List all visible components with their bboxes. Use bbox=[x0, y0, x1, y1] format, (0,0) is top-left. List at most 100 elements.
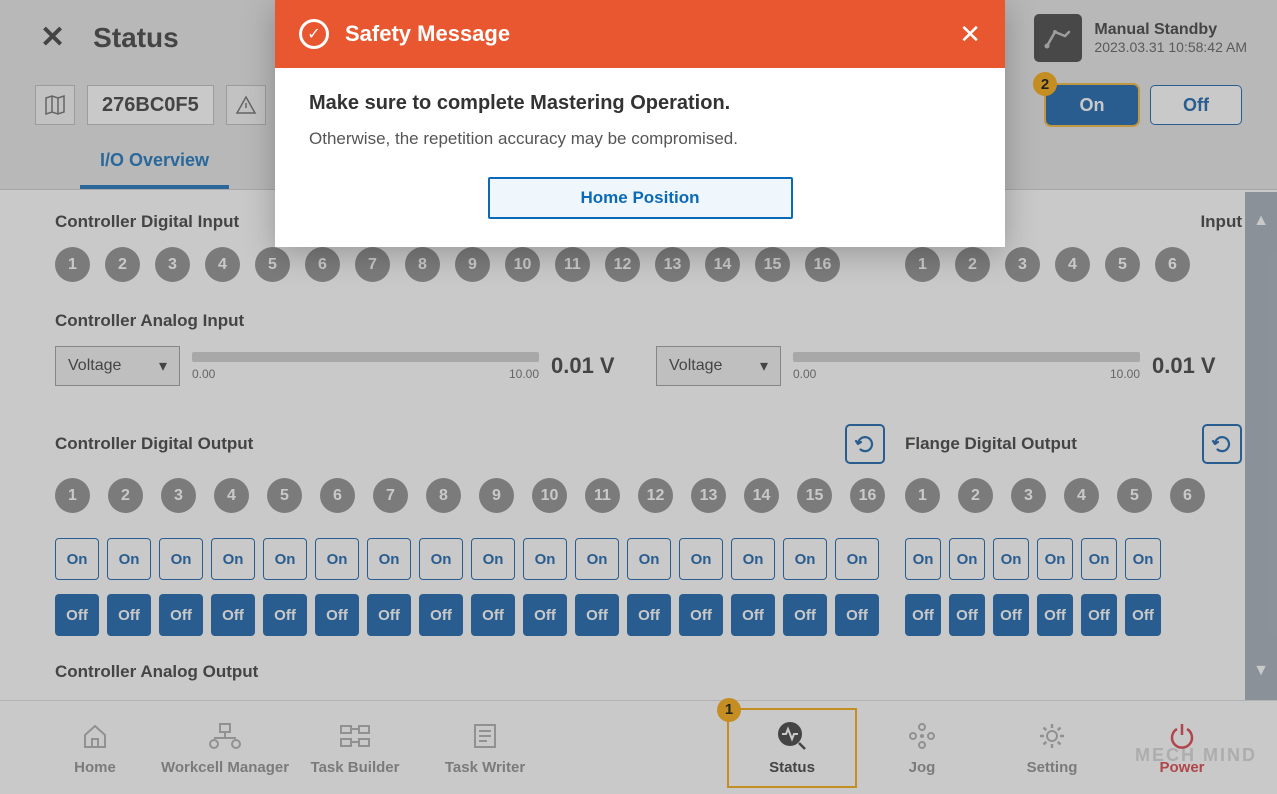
output-off-button[interactable]: Off bbox=[107, 594, 151, 636]
output-on-button[interactable]: On bbox=[905, 538, 941, 580]
analog2-mode-select[interactable]: Voltage ▾ bbox=[656, 346, 781, 386]
io-indicator-2: 2 bbox=[958, 478, 993, 513]
output-on-button[interactable]: On bbox=[471, 538, 515, 580]
jog-icon bbox=[907, 719, 937, 753]
io-indicator-8: 8 bbox=[405, 247, 440, 282]
output-on-button[interactable]: On bbox=[419, 538, 463, 580]
output-on-button[interactable]: On bbox=[949, 538, 985, 580]
output-off-button[interactable]: Off bbox=[993, 594, 1029, 636]
output-off-button[interactable]: Off bbox=[949, 594, 985, 636]
output-on-button[interactable]: On bbox=[55, 538, 99, 580]
output-on-button[interactable]: On bbox=[575, 538, 619, 580]
servo-off-button[interactable]: Off bbox=[1150, 85, 1242, 125]
output-on-button[interactable]: On bbox=[993, 538, 1029, 580]
output-off-button[interactable]: Off bbox=[905, 594, 941, 636]
output-on-button[interactable]: On bbox=[835, 538, 879, 580]
io-indicator-14: 14 bbox=[705, 247, 740, 282]
io-indicator-2: 2 bbox=[955, 247, 990, 282]
io-indicator-4: 4 bbox=[1055, 247, 1090, 282]
output-off-button[interactable]: Off bbox=[263, 594, 307, 636]
scrollbar[interactable]: ▲ ▼ bbox=[1245, 192, 1277, 700]
io-indicator-3: 3 bbox=[1011, 478, 1046, 513]
scroll-down-icon[interactable]: ▼ bbox=[1253, 662, 1269, 680]
page-close-icon[interactable]: ✕ bbox=[40, 20, 65, 55]
safety-message-dialog: ✓ Safety Message ✕ Make sure to complete… bbox=[275, 0, 1005, 247]
output-on-button[interactable]: On bbox=[107, 538, 151, 580]
output-off-button[interactable]: Off bbox=[835, 594, 879, 636]
nav-task-writer[interactable]: Task Writer bbox=[420, 708, 550, 788]
output-off-button[interactable]: Off bbox=[679, 594, 723, 636]
output-off-button[interactable]: Off bbox=[523, 594, 567, 636]
output-on-button[interactable]: On bbox=[1037, 538, 1073, 580]
output-off-button[interactable]: Off bbox=[575, 594, 619, 636]
tab-io-overview[interactable]: I/O Overview bbox=[80, 135, 229, 189]
cao-title: Controller Analog Output bbox=[55, 662, 1242, 682]
output-off-button[interactable]: Off bbox=[315, 594, 359, 636]
map-icon[interactable] bbox=[35, 85, 75, 125]
output-off-button[interactable]: Off bbox=[471, 594, 515, 636]
io-indicator-5: 5 bbox=[1105, 247, 1140, 282]
modal-title: Safety Message bbox=[345, 21, 943, 47]
output-on-button[interactable]: On bbox=[731, 538, 775, 580]
watermark: MECH MIND bbox=[1135, 745, 1257, 766]
warning-icon[interactable] bbox=[226, 85, 266, 125]
nav-setting[interactable]: Setting bbox=[987, 708, 1117, 788]
scroll-up-icon[interactable]: ▲ bbox=[1253, 212, 1269, 230]
analog2-value: 0.01 V bbox=[1152, 353, 1242, 379]
cdo-refresh-button[interactable] bbox=[845, 424, 885, 464]
output-on-button[interactable]: On bbox=[367, 538, 411, 580]
output-off-button[interactable]: Off bbox=[419, 594, 463, 636]
output-off-button[interactable]: Off bbox=[1037, 594, 1073, 636]
nav-jog[interactable]: Jog bbox=[857, 708, 987, 788]
analog1-mode-select[interactable]: Voltage ▾ bbox=[55, 346, 180, 386]
io-indicator-13: 13 bbox=[691, 478, 726, 513]
workcell-icon bbox=[208, 719, 242, 753]
output-on-button[interactable]: On bbox=[679, 538, 723, 580]
io-indicator-2: 2 bbox=[108, 478, 143, 513]
nav-home[interactable]: Home bbox=[30, 708, 160, 788]
nav-status[interactable]: Status bbox=[727, 708, 857, 788]
output-off-button[interactable]: Off bbox=[627, 594, 671, 636]
output-on-button[interactable]: On bbox=[211, 538, 255, 580]
output-on-button[interactable]: On bbox=[315, 538, 359, 580]
cai-title: Controller Analog Input bbox=[55, 311, 1242, 331]
io-indicator-13: 13 bbox=[655, 247, 690, 282]
status-mode: Manual Standby bbox=[1094, 21, 1247, 39]
output-on-button[interactable]: On bbox=[783, 538, 827, 580]
output-on-button[interactable]: On bbox=[1081, 538, 1117, 580]
analog1-slider[interactable]: 0.0010.00 bbox=[192, 352, 539, 381]
home-position-button[interactable]: Home Position bbox=[488, 177, 793, 219]
io-indicator-6: 6 bbox=[320, 478, 355, 513]
output-on-button[interactable]: On bbox=[523, 538, 567, 580]
cdo-title: Controller Digital Output bbox=[55, 434, 253, 454]
output-off-button[interactable]: Off bbox=[783, 594, 827, 636]
io-indicator-8: 8 bbox=[426, 478, 461, 513]
io-indicator-4: 4 bbox=[205, 247, 240, 282]
io-indicator-1: 1 bbox=[905, 247, 940, 282]
output-off-button[interactable]: Off bbox=[367, 594, 411, 636]
status-icon bbox=[775, 719, 809, 753]
output-off-button[interactable]: Off bbox=[211, 594, 255, 636]
nav-task-builder[interactable]: Task Builder bbox=[290, 708, 420, 788]
home-icon bbox=[80, 719, 110, 753]
modal-message-secondary: Otherwise, the repetition accuracy may b… bbox=[309, 129, 971, 149]
fdo-refresh-button[interactable] bbox=[1202, 424, 1242, 464]
io-indicator-10: 10 bbox=[505, 247, 540, 282]
output-off-button[interactable]: Off bbox=[55, 594, 99, 636]
output-on-button[interactable]: On bbox=[159, 538, 203, 580]
servo-on-button[interactable]: On bbox=[1046, 85, 1138, 125]
nav-workcell-manager[interactable]: Workcell Manager bbox=[160, 708, 290, 788]
output-on-button[interactable]: On bbox=[263, 538, 307, 580]
output-off-button[interactable]: Off bbox=[731, 594, 775, 636]
task-builder-icon bbox=[338, 719, 372, 753]
analog1-mode-label: Voltage bbox=[68, 357, 121, 375]
output-on-button[interactable]: On bbox=[627, 538, 671, 580]
modal-close-button[interactable]: ✕ bbox=[959, 19, 981, 50]
io-indicator-6: 6 bbox=[1170, 478, 1205, 513]
output-off-button[interactable]: Off bbox=[1081, 594, 1117, 636]
output-on-button[interactable]: On bbox=[1125, 538, 1161, 580]
output-off-button[interactable]: Off bbox=[159, 594, 203, 636]
output-off-button[interactable]: Off bbox=[1125, 594, 1161, 636]
io-indicator-4: 4 bbox=[214, 478, 249, 513]
analog2-slider[interactable]: 0.0010.00 bbox=[793, 352, 1140, 381]
